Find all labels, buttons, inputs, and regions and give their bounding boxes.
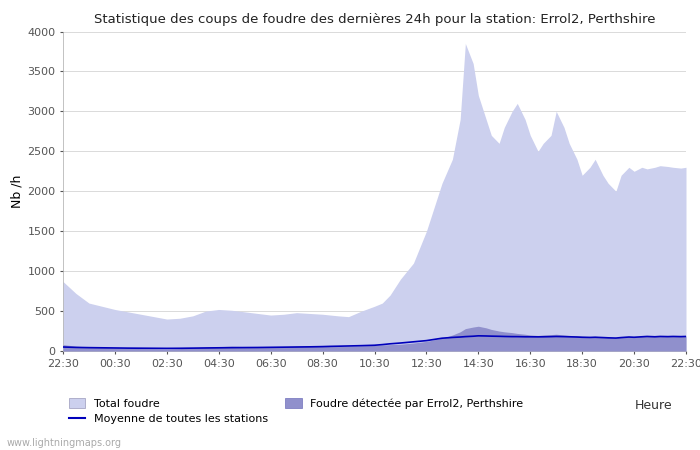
Text: www.lightningmaps.org: www.lightningmaps.org [7,438,122,448]
Text: Heure: Heure [634,399,672,412]
Title: Statistique des coups de foudre des dernières 24h pour la station: Errol2, Perth: Statistique des coups de foudre des dern… [94,13,655,26]
Legend: Total foudre, Moyenne de toutes les stations, Foudre détectée par Errol2, Perths: Total foudre, Moyenne de toutes les stat… [69,398,524,424]
Y-axis label: Nb /h: Nb /h [10,175,23,208]
